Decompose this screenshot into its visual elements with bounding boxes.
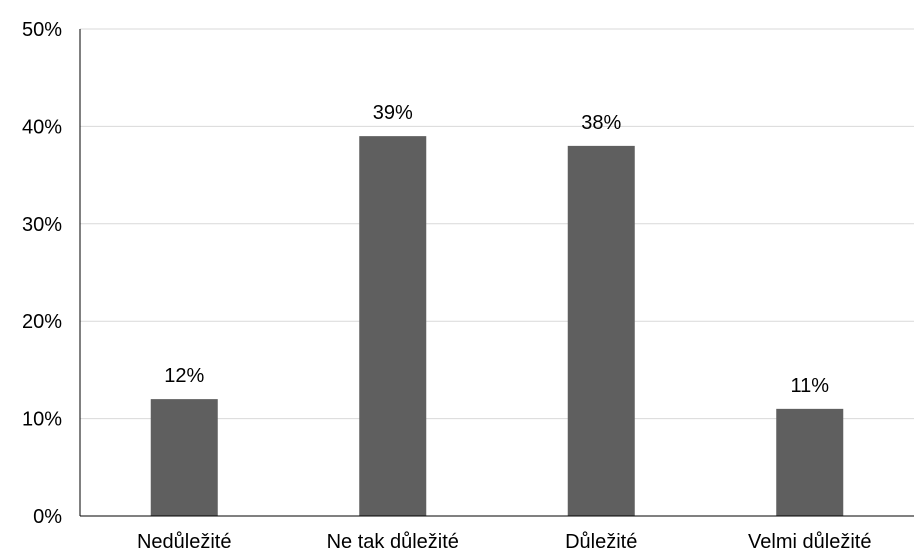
bar [359,136,427,516]
y-tick-label: 10% [22,409,62,431]
y-tick-label: 50% [22,19,62,41]
bar [567,145,635,516]
y-tick-label: 40% [22,116,62,138]
bar [776,408,844,516]
bars [150,136,844,516]
x-tick-label: Velmi důležité [748,531,871,553]
bar [150,399,218,516]
y-tick-label: 30% [22,214,62,236]
data-label: 38% [581,112,621,134]
y-tick-label: 0% [33,506,62,528]
axes [79,29,914,517]
x-tick-label: Nedůležité [137,531,232,553]
data-label: 11% [790,375,829,397]
x-tick-label: Ne tak důležité [327,531,459,553]
data-labels: 12% 39% 38% 11% [164,102,829,397]
x-axis-tick-labels: Nedůležité Ne tak důležité Důležité Velmi d… [137,531,871,553]
gridlines [80,28,914,420]
x-tick-label: Důležité [565,531,637,553]
data-label: 39% [373,102,413,124]
data-label: 12% [164,365,204,387]
y-tick-label: 20% [22,311,62,333]
y-axis-tick-labels: 0% 10% 20% 30% 40% 50% [22,19,62,528]
